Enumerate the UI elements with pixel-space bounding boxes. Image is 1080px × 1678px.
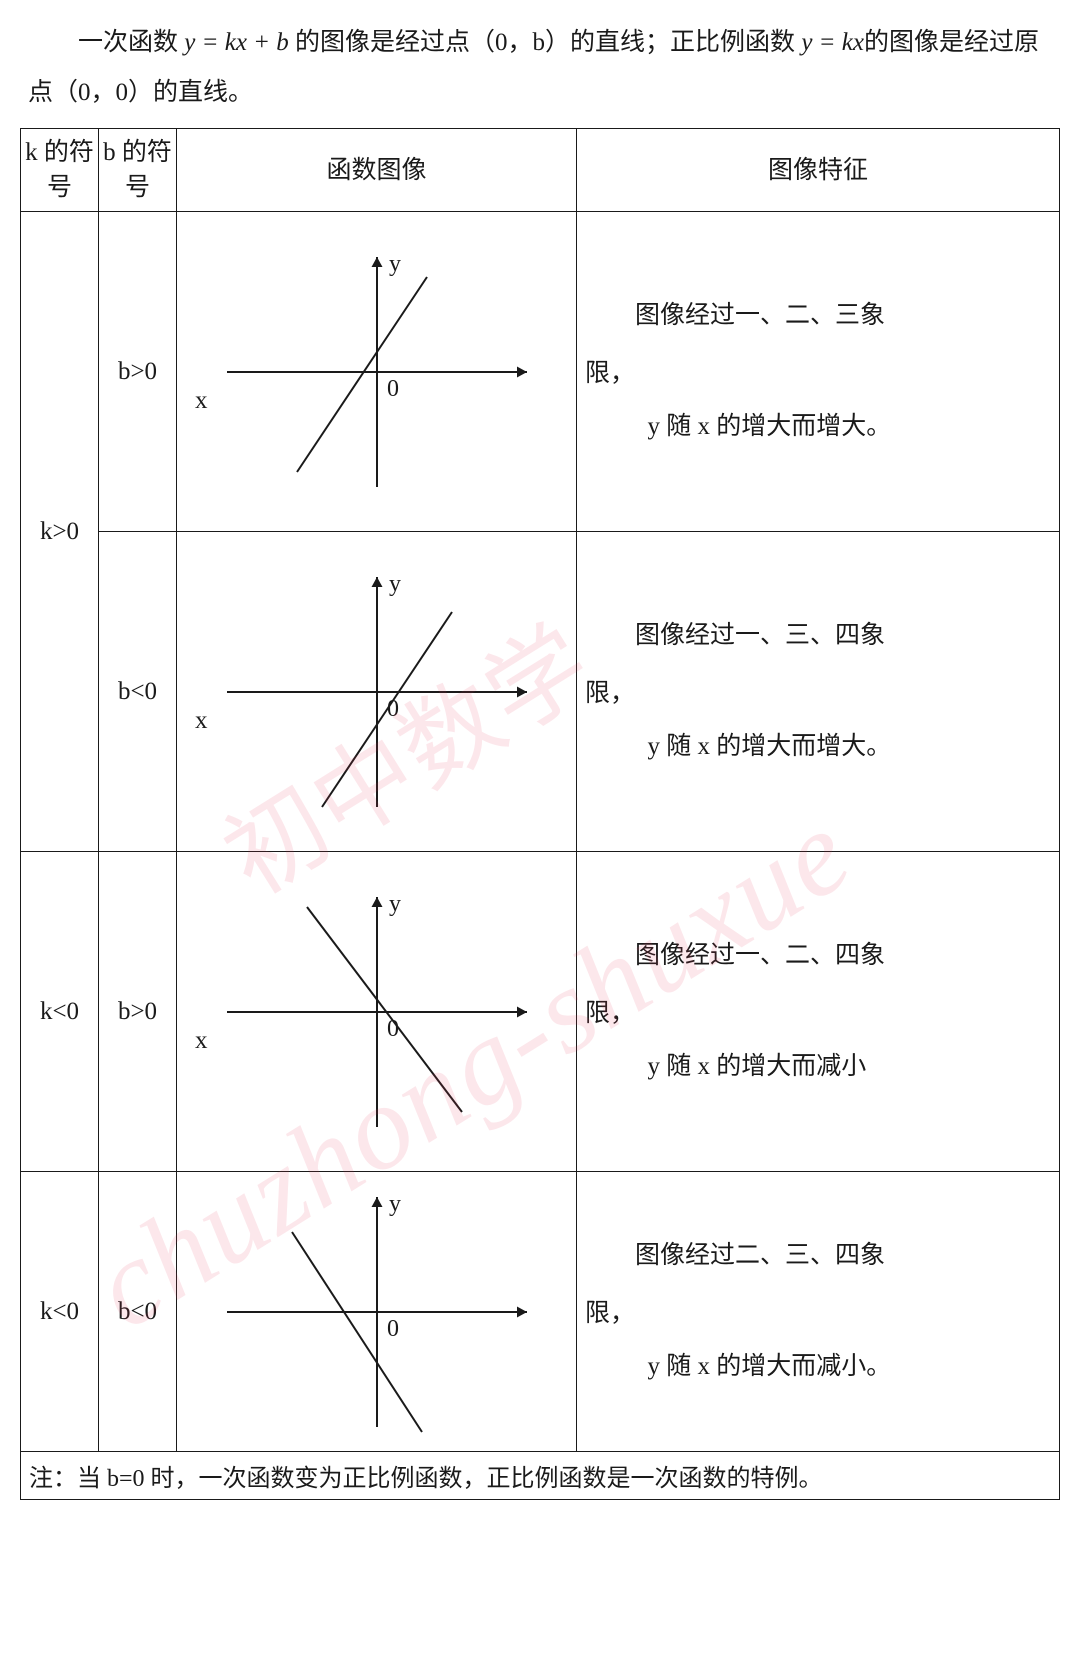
svg-text:y: y (389, 1191, 401, 1217)
table-row: k<0 b<0 0y 图像经过二、三、四象 限， y 随 x 的增大而减小。 (21, 1172, 1060, 1452)
function-graph-icon: 0y (207, 882, 547, 1142)
x-axis-label: x (195, 1027, 208, 1055)
feature-line: y 随 x 的增大而增大。 (585, 401, 1041, 454)
svg-text:y: y (389, 251, 401, 277)
function-table: k 的符号 b 的符号 函数图像 图像特征 k>0 b>0 x 0y 图像经过一… (20, 128, 1060, 1500)
feature-line: 限， (585, 348, 1041, 401)
function-graph-icon: 0y (207, 562, 547, 822)
feature-cell: 图像经过一、三、四象 限， y 随 x 的增大而增大。 (577, 532, 1060, 852)
graph-cell: x 0y (177, 212, 577, 532)
table-row: b<0 x 0y 图像经过一、三、四象 限， y 随 x 的增大而增大。 (21, 532, 1060, 852)
intro-eq2: y = kx (801, 29, 864, 56)
x-axis-label: x (195, 707, 208, 735)
table-row: k>0 b>0 x 0y 图像经过一、二、三象 限， y 随 x 的增大而增大。 (21, 212, 1060, 532)
table-row: k<0 b>0 x 0y 图像经过一、二、四象 限， y 随 x 的增大而减小 (21, 852, 1060, 1172)
feature-line: 图像经过一、二、四象 (585, 930, 1041, 983)
note-row: 注：当 b=0 时，一次函数变为正比例函数，正比例函数是一次函数的特例。 (21, 1452, 1060, 1500)
header-row: k 的符号 b 的符号 函数图像 图像特征 (21, 129, 1060, 212)
feature-cell: 图像经过二、三、四象 限， y 随 x 的增大而减小。 (577, 1172, 1060, 1452)
svg-text:0: 0 (387, 1316, 399, 1342)
intro-text: 一次函数 y = kx + b 的图像是经过点（0，b）的直线；正比例函数 y … (20, 18, 1060, 118)
b-cell: b<0 (99, 1172, 177, 1452)
feature-line: y 随 x 的增大而增大。 (585, 721, 1041, 774)
feature-line: y 随 x 的增大而减小。 (585, 1341, 1041, 1394)
header-k: k 的符号 (21, 129, 99, 212)
feature-cell: 图像经过一、二、四象 限， y 随 x 的增大而减小 (577, 852, 1060, 1172)
svg-text:0: 0 (387, 696, 399, 722)
feature-line: 图像经过一、三、四象 (585, 610, 1041, 663)
intro-eq1: y = kx + b (184, 29, 289, 56)
header-b: b 的符号 (99, 129, 177, 212)
intro-part1: 一次函数 (78, 29, 184, 56)
b-cell: b>0 (99, 212, 177, 532)
feature-line: y 随 x 的增大而减小 (585, 1041, 1041, 1094)
k-cell: k<0 (21, 852, 99, 1172)
feature-cell: 图像经过一、二、三象 限， y 随 x 的增大而增大。 (577, 212, 1060, 532)
header-feature: 图像特征 (577, 129, 1060, 212)
graph-cell: x 0y (177, 852, 577, 1172)
svg-text:y: y (389, 891, 401, 917)
feature-line: 限， (585, 668, 1041, 721)
feature-line: 限， (585, 1288, 1041, 1341)
feature-line: 图像经过二、三、四象 (585, 1230, 1041, 1283)
b-cell: b<0 (99, 532, 177, 852)
function-graph-icon: 0y (207, 1182, 547, 1442)
svg-text:0: 0 (387, 1016, 399, 1042)
graph-cell: 0y (177, 1172, 577, 1452)
note-cell: 注：当 b=0 时，一次函数变为正比例函数，正比例函数是一次函数的特例。 (21, 1452, 1060, 1500)
svg-text:y: y (389, 571, 401, 597)
graph-cell: x 0y (177, 532, 577, 852)
k-cell: k>0 (21, 212, 99, 852)
x-axis-label: x (195, 387, 208, 415)
intro-part2: 的图像是经过点（0，b）的直线；正比例函数 (289, 29, 802, 56)
k-cell: k<0 (21, 1172, 99, 1452)
feature-line: 限， (585, 988, 1041, 1041)
function-graph-icon: 0y (207, 242, 547, 502)
feature-line: 图像经过一、二、三象 (585, 290, 1041, 343)
b-cell: b>0 (99, 852, 177, 1172)
svg-text:0: 0 (387, 376, 399, 402)
header-graph: 函数图像 (177, 129, 577, 212)
